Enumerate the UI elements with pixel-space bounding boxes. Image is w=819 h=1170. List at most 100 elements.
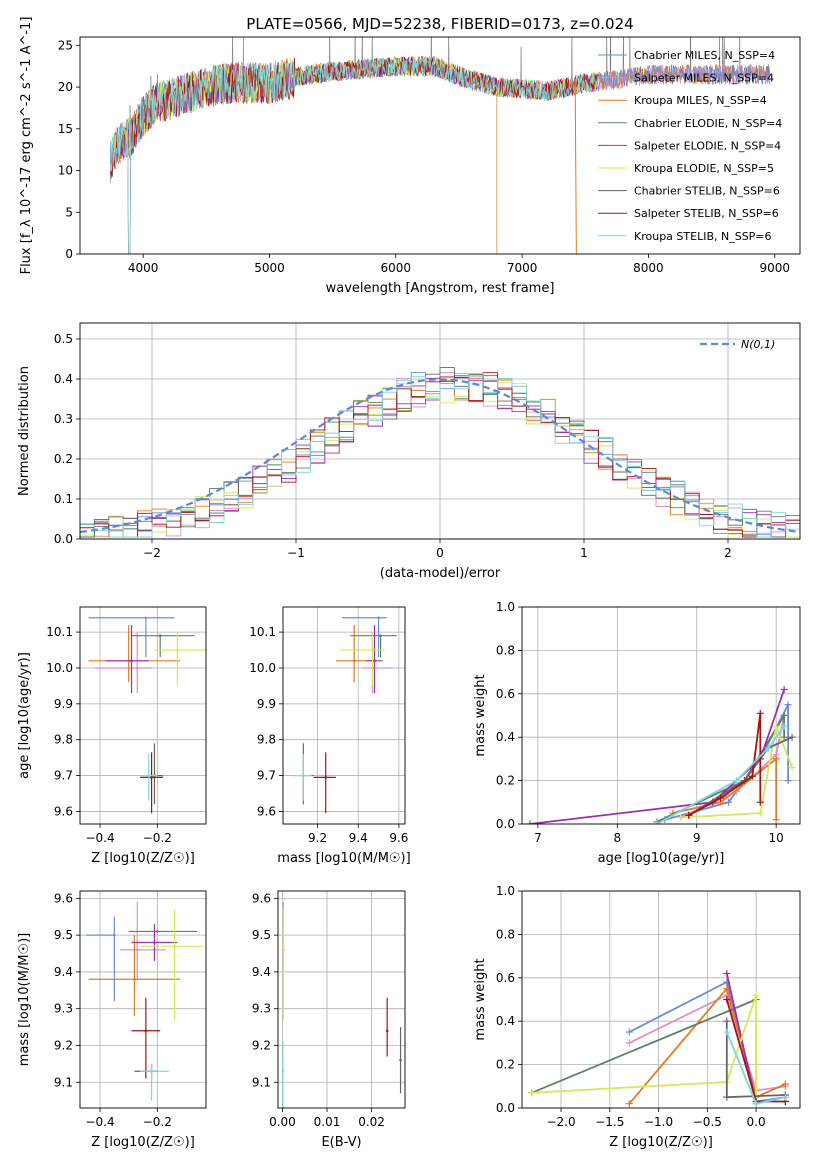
normal-curve: [80, 378, 800, 534]
data-point: [352, 659, 356, 663]
y-tick-label: 9.7: [54, 769, 73, 783]
x-axis-label: Z [log10(Z/Z☉)]: [91, 851, 195, 866]
y-tick-label: 0.2: [54, 452, 73, 466]
data-marker: [772, 816, 780, 824]
y-tick-label: 0.2: [496, 1058, 515, 1072]
data-point: [147, 774, 151, 777]
data-marker: [752, 991, 760, 999]
data-marker: [625, 1028, 633, 1036]
x-tick-label: 4000: [128, 261, 159, 275]
data-point: [379, 634, 382, 637]
x-tick-label: −1: [287, 546, 305, 560]
x-tick-label: 5000: [254, 261, 285, 275]
data-point: [373, 659, 376, 663]
data-point: [144, 616, 148, 620]
x-axis-label: Z [log10(Z/Z☉)]: [91, 1135, 195, 1150]
x-tick-label: 7000: [507, 261, 538, 275]
x-tick-label: 0: [436, 546, 444, 560]
x-axis-label: age [log10(age/yr)]: [598, 851, 725, 866]
data-marker: [723, 1017, 731, 1025]
panel-age_vs_Z: −0.4 −0.2 9.6 9.7 9.8 9.9 10.0 10.1 Z [log10(Z/Z…: [17, 606, 207, 866]
x-tick-label: 9.6: [389, 831, 408, 845]
x-tick-label: 8: [613, 831, 621, 845]
data-point: [153, 941, 156, 944]
y-tick-label: 9.3: [54, 1002, 73, 1016]
spectrum-line: [109, 56, 598, 254]
x-tick-label: −1.0: [644, 1115, 673, 1129]
axes-frame: [277, 890, 406, 1109]
legend-entry: Chabrier ELODIE, N_SSP=4: [634, 117, 782, 130]
panel-age_vs_mass: 9.2 9.4 9.6 9.6 9.7 9.8 9.9 10.0 10.1 mass [log10…: [249, 606, 411, 866]
y-tick-label: 15: [58, 122, 73, 136]
x-axis-label: Z [log10(Z/Z☉)]: [609, 1135, 713, 1150]
data-marker: [625, 1039, 633, 1047]
figure-title: PLATE=0566, MJD=52238, FIBERID=0173, z=0…: [246, 15, 633, 33]
y-tick-label: 9.6: [257, 804, 276, 818]
data-marker: [780, 722, 788, 730]
y-tick-label: 0.3: [54, 412, 73, 426]
series-line: [680, 723, 793, 819]
x-tick-label: 6000: [381, 261, 412, 275]
y-tick-label: 0.8: [496, 643, 515, 657]
y-tick-label: 10.0: [249, 661, 276, 675]
y-tick-label: 9.1: [252, 1075, 271, 1089]
axes-frame: [79, 322, 801, 540]
y-axis-label: mass [log10(M/M☉)]: [17, 933, 32, 1066]
x-tick-label: −2: [143, 546, 161, 560]
plot-area: [293, 616, 397, 814]
data-marker: [772, 755, 780, 763]
y-tick-label: 9.6: [252, 891, 271, 905]
y-tick-label: 0: [65, 247, 73, 261]
data-point: [150, 776, 153, 779]
series-line: [531, 994, 757, 1104]
data-point: [130, 659, 133, 663]
data-marker: [788, 733, 796, 741]
y-tick-label: 9.7: [257, 769, 276, 783]
y-axis-label: Normed distribution: [17, 366, 32, 496]
data-marker: [756, 709, 764, 717]
y-tick-label: 0.6: [496, 971, 515, 985]
data-marker: [717, 794, 725, 802]
y-axis-label: mass weight: [473, 674, 488, 756]
legend-entry: N(0,1): [741, 338, 775, 351]
y-tick-label: 9.9: [54, 697, 73, 711]
legend-entry: Kroupa MILES, N_SSP=4: [634, 94, 767, 107]
data-point: [113, 933, 116, 937]
y-tick-label: 9.2: [252, 1038, 271, 1052]
x-tick-label: −0.4: [85, 1115, 114, 1129]
data-point: [281, 1069, 285, 1073]
x-tick-label: 0.0: [747, 1115, 766, 1129]
data-point: [135, 666, 139, 670]
legend-entry: Chabrier MILES, N_SSP=4: [634, 49, 775, 62]
panel-mass_weight_vs_age: 7 8 9 10 0.0 0.2 0.4 0.6 0.8 1.0 age [log10(age/yr…: [473, 600, 801, 866]
plot-area: [526, 685, 796, 824]
x-tick-label: 9: [693, 831, 701, 845]
data-marker: [784, 777, 792, 785]
axes-frame: [282, 606, 406, 825]
y-tick-label: 1.0: [496, 600, 515, 614]
y-tick-label: 0.0: [496, 817, 515, 831]
x-tick-label: −2.0: [546, 1115, 575, 1129]
data-point: [156, 930, 159, 933]
y-tick-label: 0.4: [496, 730, 515, 744]
data-point: [282, 944, 285, 948]
data-point: [173, 944, 176, 948]
y-tick-label: 0.0: [496, 1101, 515, 1115]
data-marker: [772, 722, 780, 730]
x-tick-label: 9.4: [349, 831, 368, 845]
plot-area: [80, 367, 800, 539]
y-tick-label: 10.1: [46, 625, 73, 639]
y-tick-label: 0.1: [54, 492, 73, 506]
data-marker: [780, 733, 788, 741]
y-tick-label: 9.2: [54, 1038, 73, 1052]
data-marker: [748, 772, 756, 780]
plot-area: [281, 902, 402, 1108]
x-axis-label: (data-model)/error: [380, 566, 501, 581]
data-point: [144, 1029, 148, 1033]
y-axis-label: age [log10(age/yr)]: [17, 652, 32, 779]
data-marker: [725, 798, 733, 806]
panel-spectrum: 4000 5000 6000 7000 8000 9000 0 5 10 15 20 25 wavele…: [19, 17, 801, 296]
x-tick-label: −0.5: [693, 1115, 722, 1129]
panel-mass_vs_Z: −0.4 −0.2 9.1 9.2 9.3 9.4 9.5 9.6 Z [log10(Z/Z☉)…: [17, 890, 207, 1150]
